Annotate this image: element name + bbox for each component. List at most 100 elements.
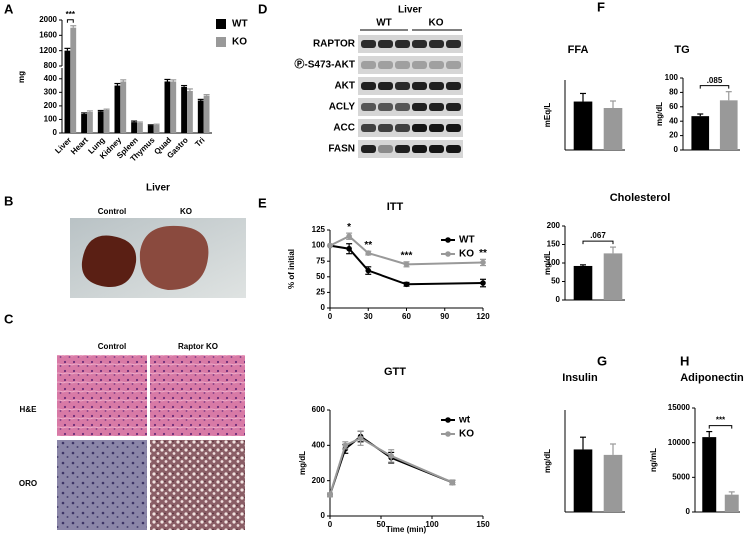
bar xyxy=(70,27,77,134)
y-tick-label: 125 xyxy=(312,225,326,234)
bar xyxy=(181,86,187,133)
panel-letter: G xyxy=(597,353,607,368)
bar xyxy=(603,253,623,300)
y-axis-label: mEq/L xyxy=(543,103,552,128)
significance-bracket xyxy=(66,19,74,23)
bar xyxy=(719,100,738,150)
panel-letter: B xyxy=(4,193,13,208)
annotation: *** xyxy=(66,10,76,19)
protein-label: AKT xyxy=(334,81,355,92)
protein-label: Ⓟ-S473-AKT xyxy=(294,58,355,71)
x-tick-label: 120 xyxy=(476,312,490,321)
band xyxy=(361,82,376,90)
band xyxy=(395,145,410,153)
x-tick-label: 100 xyxy=(425,520,439,529)
photo-label: KO xyxy=(180,207,192,216)
y-tick-label: 200 xyxy=(547,221,561,230)
blot-strip xyxy=(358,56,463,74)
y-tick-label: 150 xyxy=(547,240,561,249)
point xyxy=(480,259,486,266)
y-tick-label: 40 xyxy=(669,116,678,125)
annotation: .085 xyxy=(707,76,723,85)
x-tick-label: 50 xyxy=(377,520,386,529)
y-axis-label: mg/dL xyxy=(655,102,664,126)
x-tick-label: 0 xyxy=(328,520,333,529)
band xyxy=(429,61,444,69)
legend-label: WT xyxy=(232,19,248,30)
blot-strip xyxy=(358,98,463,116)
y-tick-label: 100 xyxy=(312,241,326,250)
row-label: ORO xyxy=(19,479,37,488)
y-tick-label: 0 xyxy=(674,145,679,154)
protein-label: RAPTOR xyxy=(313,39,356,50)
bar xyxy=(137,122,143,133)
bar xyxy=(87,111,93,133)
bar xyxy=(702,437,717,512)
band xyxy=(446,40,461,48)
panel-letter: E xyxy=(258,195,267,210)
band xyxy=(395,124,410,132)
annotation: ** xyxy=(364,240,372,251)
bar xyxy=(81,114,87,133)
chart-title: TG xyxy=(674,44,689,56)
significance-bracket xyxy=(582,240,614,245)
chart-title: Cholesterol xyxy=(610,192,671,204)
bar xyxy=(691,116,710,150)
liver-ko xyxy=(139,225,209,290)
y-tick-label: 100 xyxy=(665,73,679,82)
bar xyxy=(114,85,121,133)
y-tick-label: 300 xyxy=(44,87,58,96)
legend-swatch xyxy=(216,19,226,29)
y-tick-label: 400 xyxy=(312,440,326,449)
band xyxy=(395,61,410,69)
group-label: KO xyxy=(429,18,444,29)
point xyxy=(365,250,372,256)
y-tick-label: 0 xyxy=(321,511,326,520)
bar xyxy=(147,125,154,133)
legend-label: KO xyxy=(232,37,247,48)
chart-title: FFA xyxy=(568,44,589,56)
x-axis-label: Time (min) xyxy=(386,525,427,534)
protein-label: ACLY xyxy=(329,102,356,113)
band xyxy=(361,61,376,69)
legend-marker xyxy=(445,417,451,423)
point xyxy=(403,261,410,268)
legend-label: KO xyxy=(459,249,474,260)
point xyxy=(327,492,333,498)
panel-letter: A xyxy=(4,1,14,16)
y-tick-label: 20 xyxy=(669,131,678,140)
y-tick-label: 100 xyxy=(44,115,58,124)
annotation: .067 xyxy=(590,231,606,240)
band xyxy=(378,124,393,132)
band xyxy=(378,40,393,48)
panel-letter: F xyxy=(597,0,605,14)
band xyxy=(361,124,376,132)
y-axis-label: mg/dL xyxy=(543,449,552,473)
band xyxy=(412,40,427,48)
y-tick-label: 1600 xyxy=(39,30,57,39)
band xyxy=(361,145,376,153)
point xyxy=(327,242,333,249)
bar xyxy=(603,108,623,150)
band xyxy=(395,103,410,111)
band xyxy=(412,82,427,90)
bar xyxy=(153,124,160,133)
legend-marker xyxy=(445,431,451,437)
y-tick-label: 0 xyxy=(686,507,691,516)
legend-label: KO xyxy=(459,429,474,440)
point xyxy=(346,245,352,252)
band xyxy=(412,103,427,111)
band xyxy=(429,124,444,132)
annotation: *** xyxy=(401,250,413,261)
protein-label: ACC xyxy=(333,123,355,134)
y-tick-label: 0 xyxy=(556,295,561,304)
band xyxy=(446,103,461,111)
legend-label: wt xyxy=(458,415,471,426)
x-tick-label: 30 xyxy=(364,312,373,321)
y-axis-label: mg xyxy=(17,71,26,83)
annotation: * xyxy=(347,222,351,233)
band xyxy=(378,103,393,111)
bar xyxy=(97,111,104,133)
panel-letter: D xyxy=(258,1,267,16)
